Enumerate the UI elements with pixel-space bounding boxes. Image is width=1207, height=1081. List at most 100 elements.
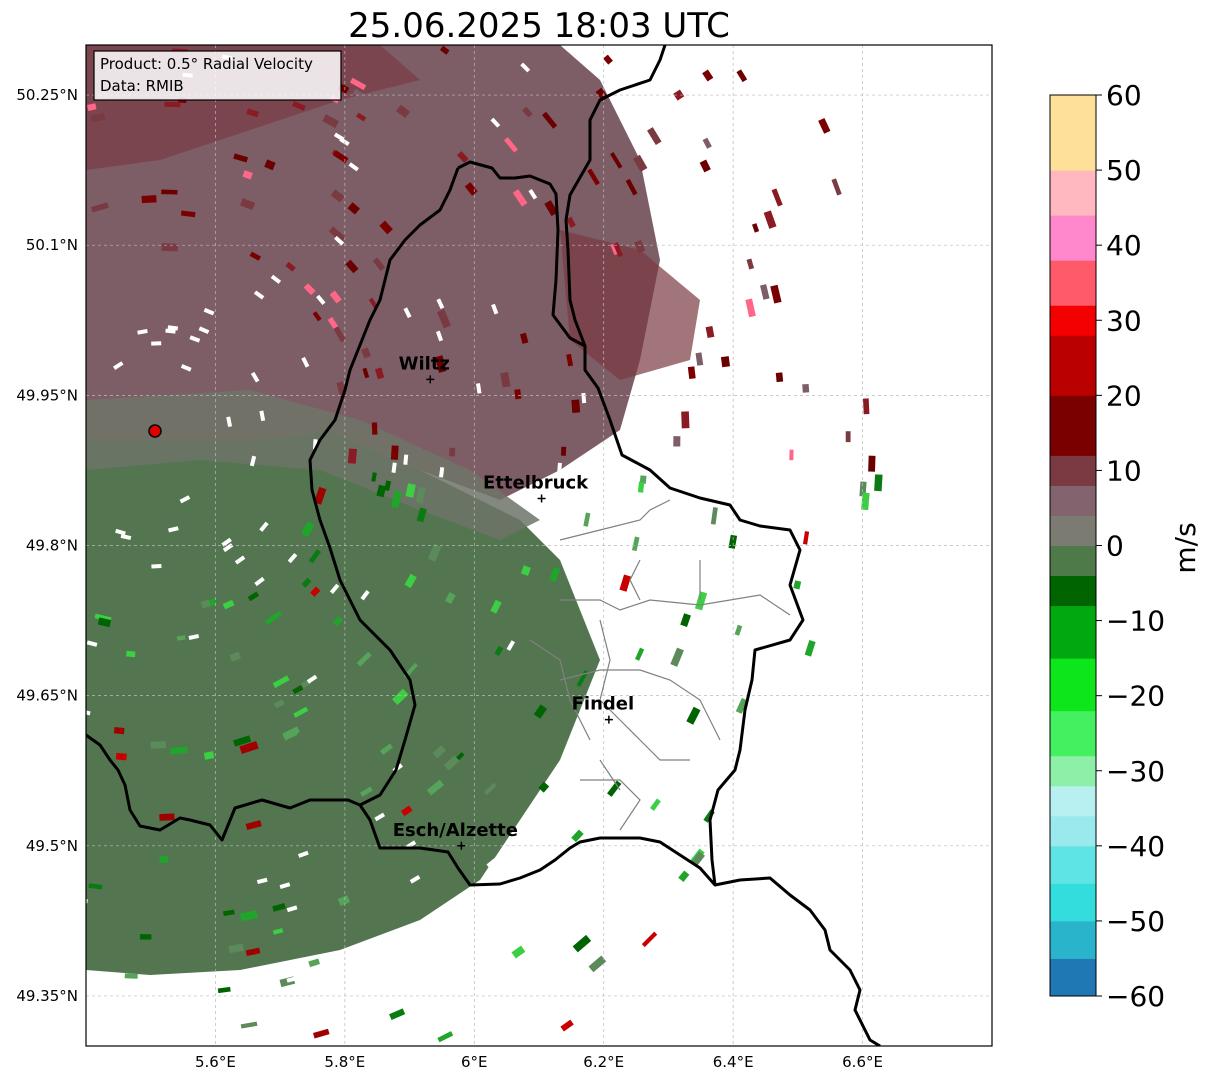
- map-frame: [85, 44, 993, 1047]
- no-data-gap: [115, 528, 126, 536]
- no-data-gap: [168, 526, 179, 533]
- velocity-gate: [87, 103, 97, 112]
- no-data-gap: [120, 533, 132, 541]
- velocity-gate: [670, 647, 684, 667]
- colorbar-band: [1050, 95, 1096, 171]
- colorbar-tick-label: −10: [1106, 605, 1165, 638]
- velocity-gate: [694, 591, 708, 611]
- velocity-gate: [520, 332, 529, 344]
- x-tick-label: 6.4°E: [713, 1053, 754, 1071]
- velocity-gate: [384, 480, 392, 492]
- x-tick-label: 6.2°E: [583, 1053, 624, 1071]
- velocity-gate: [391, 490, 403, 509]
- no-data-gap: [403, 307, 412, 319]
- velocity-gate: [303, 283, 316, 296]
- no-data-gap: [270, 274, 282, 284]
- no-data-gap: [491, 303, 499, 315]
- france-border-south: [714, 876, 881, 1046]
- velocity-gate: [633, 154, 648, 172]
- city-label: Ettelbruck: [483, 472, 589, 493]
- velocity-gate: [371, 422, 378, 435]
- velocity-gate: [720, 356, 731, 368]
- no-data-gap: [86, 640, 98, 647]
- no-data-gap: [374, 812, 386, 822]
- colorbar-tick-label: 30: [1106, 304, 1142, 337]
- velocity-gate: [687, 366, 696, 380]
- velocity-gate: [285, 261, 296, 272]
- velocity-gate: [745, 298, 756, 318]
- no-data-gap: [348, 162, 359, 172]
- data-source-label: Data: RMIB: [100, 77, 184, 95]
- colorbar-tick-label: 20: [1106, 379, 1142, 412]
- velocity-gate: [746, 258, 755, 270]
- velocity-gate: [416, 507, 427, 523]
- velocity-gate: [352, 88, 371, 103]
- colorbar-tick-label: −40: [1106, 830, 1165, 863]
- colorbar-band: [1050, 920, 1096, 959]
- velocity-gate: [775, 372, 784, 383]
- velocity-gate: [802, 383, 810, 393]
- velocity-gate: [222, 599, 235, 610]
- velocity-gate: [337, 895, 351, 907]
- velocity-gate: [673, 89, 685, 101]
- no-data-gap: [259, 521, 269, 532]
- velocity-gate: [372, 257, 386, 271]
- velocity-gate: [124, 973, 138, 979]
- velocity-gate: [345, 259, 359, 274]
- y-tick-label: 49.65°N: [16, 687, 78, 705]
- no-data-gap: [151, 564, 162, 569]
- no-data-gap: [221, 537, 232, 547]
- no-data-gap: [439, 467, 445, 478]
- no-data-gap: [674, 229, 683, 240]
- no-data-gap: [506, 640, 516, 651]
- no-data-gap: [409, 875, 421, 884]
- velocity-gate: [312, 311, 322, 322]
- velocity-gate: [242, 170, 253, 180]
- outbound-strong-east: [560, 230, 700, 380]
- no-data-gap: [476, 383, 482, 394]
- velocity-gate: [566, 104, 579, 118]
- country-borders: [86, 45, 881, 1046]
- colorbar-band: [1050, 515, 1096, 546]
- no-data-gap: [226, 416, 233, 428]
- velocity-gate: [571, 829, 584, 843]
- velocity-gate: [678, 870, 690, 882]
- velocity-gate: [634, 239, 646, 254]
- velocity-gate: [371, 472, 377, 482]
- velocity-gate: [522, 106, 533, 118]
- colorbar-band: [1050, 710, 1096, 757]
- velocity-gate: [347, 448, 358, 464]
- no-data-gap: [486, 858, 497, 868]
- velocity-gate: [272, 928, 284, 935]
- outbound-velocity-field: [86, 45, 660, 500]
- x-tick-label: 5.6°E: [195, 1053, 236, 1071]
- x-tick-label: 6°E: [461, 1053, 488, 1071]
- velocity-gate: [681, 411, 690, 429]
- no-data-gap: [528, 188, 538, 200]
- colorbar-band: [1050, 815, 1096, 847]
- velocity-gate: [588, 955, 607, 973]
- velocity-gate: [328, 226, 346, 243]
- velocity-gate: [389, 1008, 406, 1021]
- velocity-gate: [637, 481, 645, 493]
- velocity-gate: [702, 69, 714, 82]
- velocity-gate: [457, 151, 469, 163]
- city-marker: [604, 715, 613, 724]
- velocity-gate: [831, 178, 842, 196]
- no-data-gap: [250, 371, 260, 383]
- map-area: Wiltz Ettelbruck Findel Esch/Alzette: [85, 44, 993, 1047]
- velocity-gate: [483, 782, 497, 796]
- x-tick-label: 6.6°E: [842, 1053, 883, 1071]
- velocity-gate: [159, 856, 169, 863]
- velocity-gate: [379, 743, 394, 755]
- no-data-gap: [279, 882, 291, 889]
- velocity-gate: [139, 934, 152, 940]
- velocity-gate: [264, 159, 276, 171]
- velocity-gate: [802, 531, 810, 545]
- y-tick-label: 49.95°N: [16, 386, 78, 404]
- colorbar-band: [1050, 260, 1096, 306]
- velocity-gate: [789, 449, 794, 461]
- inbound-velocity-field: [86, 430, 600, 975]
- no-data-gap: [531, 479, 537, 490]
- velocity-gate: [200, 599, 211, 609]
